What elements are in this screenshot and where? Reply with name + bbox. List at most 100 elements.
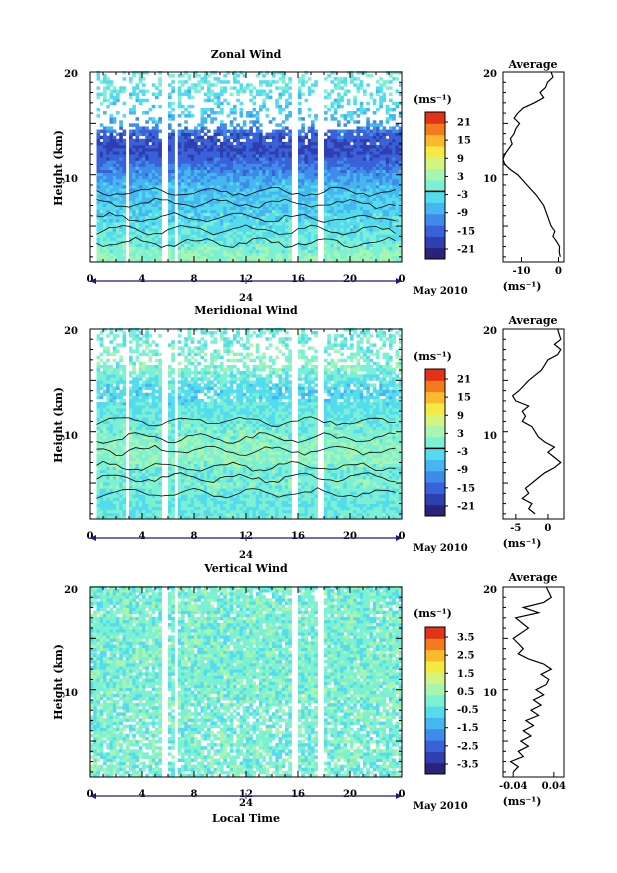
- heatmap-cell: [210, 98, 214, 103]
- heatmap-cell: [203, 246, 208, 251]
- heatmap-cell: [187, 92, 192, 97]
- heatmap-cell: [151, 212, 156, 217]
- heatmap-cell: [262, 166, 266, 170]
- heatmap-cell: [272, 249, 276, 254]
- heatmap-cell: [343, 215, 348, 220]
- heatmap-cell: [203, 231, 208, 235]
- heatmap-cell: [226, 209, 231, 214]
- heatmap-cell: [246, 252, 250, 257]
- heatmap-cell: [363, 92, 367, 97]
- heatmap-cell: [275, 70, 279, 75]
- heatmap-cell: [119, 120, 123, 124]
- heatmap-cell: [112, 426, 117, 431]
- heatmap-cell: [220, 80, 224, 84]
- heatmap-cell: [194, 228, 198, 232]
- heatmap-cell: [366, 246, 370, 251]
- heatmap-cell: [288, 181, 292, 186]
- heatmap-cell: [96, 178, 101, 183]
- heatmap-cell: [324, 144, 328, 149]
- heatmap-cell: [288, 135, 292, 140]
- colorbar-swatch: [425, 157, 445, 170]
- heatmap-cell: [265, 240, 270, 244]
- heatmap-cell: [246, 194, 250, 198]
- heatmap-cell: [177, 114, 182, 118]
- heatmap-cell: [392, 178, 396, 183]
- heatmap-cell: [252, 240, 257, 244]
- heatmap-cell: [106, 432, 110, 437]
- heatmap-cell: [177, 80, 182, 84]
- heatmap-cell: [252, 151, 257, 155]
- heatmap-cell: [171, 246, 175, 251]
- heatmap-cell: [168, 172, 172, 177]
- heatmap-cell: [109, 488, 114, 492]
- heatmap-cell: [265, 163, 270, 167]
- heatmap-cell: [298, 200, 302, 204]
- heatmap-cell: [226, 258, 231, 263]
- heatmap-cell: [272, 209, 276, 214]
- heatmap-cell: [103, 92, 107, 97]
- heatmap-cell: [356, 197, 361, 201]
- heatmap-cell: [311, 166, 315, 170]
- heatmap-cell: [281, 132, 286, 137]
- colorbar-unit: (ms⁻¹): [413, 350, 452, 363]
- heatmap-cell: [330, 175, 335, 180]
- heatmap-cell: [197, 218, 201, 223]
- heatmap-cell: [252, 234, 257, 238]
- heatmap-cell: [246, 228, 250, 232]
- heatmap-cell: [324, 231, 328, 235]
- heatmap-cell: [187, 209, 192, 214]
- heatmap-cell: [327, 240, 331, 244]
- heatmap-cell: [226, 231, 231, 235]
- heatmap-cell: [109, 255, 114, 260]
- heatmap-cell: [145, 252, 149, 257]
- heatmap-cell: [148, 231, 153, 235]
- heatmap-cell: [343, 175, 348, 180]
- heatmap-cell: [272, 175, 276, 180]
- heatmap-cell: [155, 234, 159, 238]
- heatmap-cell: [389, 157, 393, 161]
- heatmap-cell: [281, 70, 286, 75]
- x-tick-label: 16: [291, 789, 305, 800]
- heatmap-cell: [366, 221, 370, 226]
- heatmap-cell: [132, 172, 136, 177]
- heatmap-cell: [109, 454, 114, 458]
- heatmap-cell: [395, 225, 400, 229]
- heatmap-cell: [363, 212, 367, 217]
- heatmap-cell: [324, 188, 328, 192]
- heatmap-cell: [255, 74, 260, 78]
- heatmap-cell: [376, 194, 380, 198]
- heatmap-cell: [262, 104, 266, 109]
- heatmap-cell: [259, 255, 263, 260]
- heatmap-cell: [96, 472, 101, 477]
- heatmap-cell: [330, 181, 335, 186]
- heatmap-cell: [239, 231, 244, 235]
- heatmap-cell: [268, 184, 273, 189]
- heatmap-cell: [103, 89, 107, 93]
- heatmap-cell: [278, 215, 283, 220]
- heatmap-cell: [236, 123, 240, 127]
- heatmap-cell: [99, 215, 104, 220]
- heatmap-cell: [242, 234, 247, 238]
- heatmap-cell: [389, 225, 393, 229]
- heatmap-cell: [337, 98, 341, 103]
- heatmap-cell: [158, 129, 162, 133]
- heatmap-cell: [233, 215, 237, 220]
- heatmap-cell: [281, 231, 286, 235]
- heatmap-cell: [265, 221, 270, 226]
- heatmap-cell: [395, 231, 400, 235]
- heatmap-cell: [220, 148, 224, 152]
- heatmap-cell: [366, 132, 370, 137]
- heatmap-cell: [395, 89, 400, 93]
- heatmap-cell: [197, 194, 201, 198]
- heatmap-cell: [109, 395, 114, 400]
- heatmap-cell: [369, 206, 374, 211]
- heatmap-cell: [369, 234, 374, 238]
- heatmap-cell: [129, 246, 133, 251]
- heatmap-cell: [259, 129, 263, 133]
- colorbar-tick-label: 9: [457, 154, 464, 165]
- heatmap-cell: [265, 169, 270, 174]
- heatmap-cell: [350, 228, 354, 232]
- heatmap-cell: [311, 126, 315, 130]
- heatmap-cell: [249, 89, 253, 93]
- heatmap-cell: [155, 237, 159, 241]
